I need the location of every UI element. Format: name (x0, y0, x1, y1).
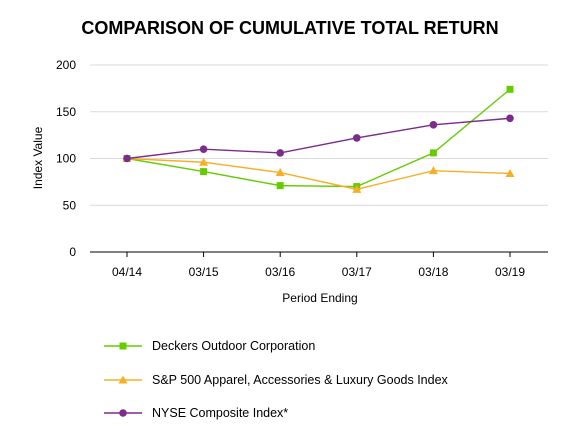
x-tick-label: 03/16 (265, 265, 295, 279)
x-tick-label: 03/19 (495, 265, 525, 279)
series-deckers-outdoor-corporation (123, 85, 514, 191)
series-s-p-500-apparel-accessories-luxury-goods-index (122, 154, 515, 193)
data-point (276, 182, 284, 190)
legend-label: NYSE Composite Index* (152, 406, 288, 420)
series-line (126, 157, 511, 191)
legend-label: Deckers Outdoor Corporation (152, 339, 315, 353)
y-tick-label: 50 (63, 198, 77, 212)
data-point (506, 85, 514, 93)
chart-title: COMPARISON OF CUMULATIVE TOTAL RETURN (81, 18, 498, 38)
data-point (353, 134, 361, 142)
data-point (199, 157, 209, 166)
data-point (123, 154, 131, 163)
series-nyse-composite-index (123, 114, 514, 163)
series-line (126, 117, 511, 160)
data-point (275, 168, 285, 177)
legend: Deckers Outdoor Corporation S&P 500 Appar… (104, 339, 449, 420)
data-point (429, 121, 438, 129)
data-point (352, 184, 362, 193)
axes: 0 50 100 150 200 04/14 03/15 03/16 03/17 03/18 03/… (56, 58, 548, 279)
data-point (200, 168, 208, 176)
y-tick-label: 0 (69, 245, 76, 259)
y-axis-label: Index Value (31, 126, 45, 189)
x-tick-label: 03/18 (418, 265, 448, 279)
series-group (122, 85, 515, 193)
x-tick-label: 04/14 (112, 265, 142, 279)
x-tick-label: 03/15 (189, 265, 219, 279)
data-point (428, 166, 438, 175)
legend-marker (119, 342, 127, 350)
grid-lines (90, 64, 548, 206)
legend-item-s-p-500-apparel-accessories-luxury-goods-index: S&P 500 Apparel, Accessories & Luxury Go… (104, 373, 449, 387)
data-point (276, 149, 285, 157)
legend-label: S&P 500 Apparel, Accessories & Luxury Go… (152, 373, 449, 387)
data-point (429, 149, 437, 157)
legend-marker (119, 409, 127, 417)
series-line (126, 88, 511, 188)
y-tick-label: 100 (56, 152, 76, 166)
legend-item-deckers-outdoor-corporation: Deckers Outdoor Corporation (104, 339, 315, 353)
legend-marker (118, 375, 128, 384)
data-point (199, 145, 208, 153)
data-point (506, 114, 514, 123)
y-tick-label: 200 (56, 58, 76, 72)
x-tick-label: 03/17 (342, 265, 372, 279)
x-axis-label: Period Ending (282, 291, 357, 305)
legend-item-nyse-composite-index: NYSE Composite Index* (104, 406, 288, 420)
data-point (505, 168, 515, 177)
y-tick-label: 150 (56, 105, 76, 119)
